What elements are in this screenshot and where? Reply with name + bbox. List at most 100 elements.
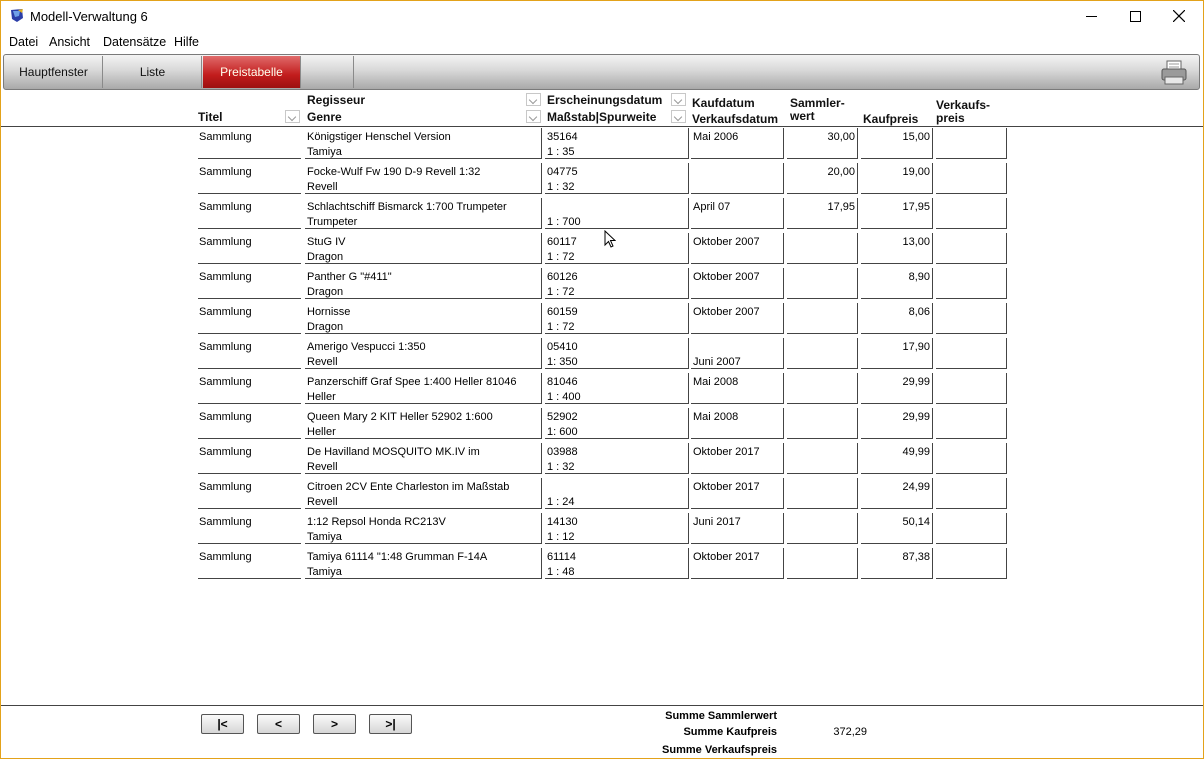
cell-verkaufspreis[interactable] xyxy=(936,443,1007,474)
cell-titel[interactable]: Sammlung xyxy=(198,478,301,509)
cell-nummer-massstab[interactable]: 60126 1 : 72 xyxy=(545,268,689,299)
cell-kaufdatum[interactable]: Oktober 2017 xyxy=(691,443,784,474)
cell-kaufdatum[interactable]: Oktober 2017 xyxy=(691,478,784,509)
cell-name-genre[interactable]: Citroen 2CV Ente Charleston im Maßstab Re… xyxy=(305,478,542,509)
cell-verkaufspreis[interactable] xyxy=(936,548,1007,579)
cell-titel[interactable]: Sammlung xyxy=(198,443,301,474)
nav-prev-button[interactable]: < xyxy=(257,714,300,734)
printer-icon[interactable] xyxy=(1160,60,1188,86)
cell-sammlerwert[interactable] xyxy=(787,268,858,299)
cell-kaufdatum[interactable]: April 07 xyxy=(691,198,784,229)
table-row[interactable]: Sammlung Queen Mary 2 KIT Heller 52902 1:… xyxy=(1,408,1203,443)
cell-nummer-massstab[interactable]: 60117 1 : 72 xyxy=(545,233,689,264)
cell-verkaufspreis[interactable] xyxy=(936,513,1007,544)
cell-name-genre[interactable]: Panther G "#411" Dragon xyxy=(305,268,542,299)
cell-sammlerwert[interactable] xyxy=(787,443,858,474)
cell-kaufpreis[interactable]: 17,95 xyxy=(861,198,933,229)
cell-titel[interactable]: Sammlung xyxy=(198,268,301,299)
nav-first-button[interactable]: |< xyxy=(201,714,244,734)
cell-name-genre[interactable]: De Havilland MOSQUITO MK.IV im Revell xyxy=(305,443,542,474)
cell-verkaufspreis[interactable] xyxy=(936,338,1007,369)
cell-kaufpreis[interactable]: 87,38 xyxy=(861,548,933,579)
table-row[interactable]: Sammlung Schlachtschiff Bismarck 1:700 Tr… xyxy=(1,198,1203,233)
cell-verkaufspreis[interactable] xyxy=(936,233,1007,264)
cell-titel[interactable]: Sammlung xyxy=(198,408,301,439)
cell-name-genre[interactable]: Amerigo Vespucci 1:350 Revell xyxy=(305,338,542,369)
cell-verkaufspreis[interactable] xyxy=(936,268,1007,299)
cell-nummer-massstab[interactable]: 03988 1 : 32 xyxy=(545,443,689,474)
cell-verkaufspreis[interactable] xyxy=(936,303,1007,334)
cell-kaufpreis[interactable]: 24,99 xyxy=(861,478,933,509)
cell-verkaufspreis[interactable] xyxy=(936,163,1007,194)
cell-kaufdatum[interactable]: Oktober 2007 xyxy=(691,233,784,264)
cell-kaufdatum[interactable]: Juni 2007 xyxy=(691,338,784,369)
cell-titel[interactable]: Sammlung xyxy=(198,548,301,579)
cell-nummer-massstab[interactable]: 1 : 700 xyxy=(545,198,689,229)
cell-nummer-massstab[interactable]: 81046 1 : 400 xyxy=(545,373,689,404)
menu-ansicht[interactable]: Ansicht xyxy=(49,35,90,49)
cell-kaufdatum[interactable]: Mai 2008 xyxy=(691,373,784,404)
table-row[interactable]: Sammlung Citroen 2CV Ente Charleston im M… xyxy=(1,478,1203,513)
cell-name-genre[interactable]: 1:12 Repsol Honda RC213V Tamiya xyxy=(305,513,542,544)
table-row[interactable]: Sammlung Hornisse Dragon 60159 1 : 72 Oktober… xyxy=(1,303,1203,338)
cell-nummer-massstab[interactable]: 52902 1: 600 xyxy=(545,408,689,439)
cell-name-genre[interactable]: Hornisse Dragon xyxy=(305,303,542,334)
menu-datensaetze[interactable]: Datensätze xyxy=(103,35,167,49)
cell-titel[interactable]: Sammlung xyxy=(198,303,301,334)
cell-titel[interactable]: Sammlung xyxy=(198,338,301,369)
table-row[interactable]: Sammlung Amerigo Vespucci 1:350 Revell 0541… xyxy=(1,338,1203,373)
cell-kaufpreis[interactable]: 29,99 xyxy=(861,373,933,404)
cell-verkaufspreis[interactable] xyxy=(936,478,1007,509)
cell-titel[interactable]: Sammlung xyxy=(198,233,301,264)
cell-nummer-massstab[interactable]: 04775 1 : 32 xyxy=(545,163,689,194)
cell-kaufpreis[interactable]: 29,99 xyxy=(861,408,933,439)
cell-kaufdatum[interactable]: Juni 2017 xyxy=(691,513,784,544)
cell-nummer-massstab[interactable]: 60159 1 : 72 xyxy=(545,303,689,334)
cell-sammlerwert[interactable]: 30,00 xyxy=(787,128,858,159)
cell-sammlerwert[interactable] xyxy=(787,233,858,264)
cell-verkaufspreis[interactable] xyxy=(936,128,1007,159)
table-row[interactable]: Sammlung Focke-Wulf Fw 190 D-9 Revell 1:3… xyxy=(1,163,1203,198)
cell-titel[interactable]: Sammlung xyxy=(198,373,301,404)
cell-nummer-massstab[interactable]: 35164 1 : 35 xyxy=(545,128,689,159)
cell-titel[interactable]: Sammlung xyxy=(198,163,301,194)
table-row[interactable]: Sammlung 1:12 Repsol Honda RC213V Tamiya 14… xyxy=(1,513,1203,548)
cell-kaufdatum[interactable]: Mai 2006 xyxy=(691,128,784,159)
filter-massstab-dropdown[interactable] xyxy=(671,110,686,123)
cell-name-genre[interactable]: Schlachtschiff Bismarck 1:700 Trumpeter T… xyxy=(305,198,542,229)
cell-sammlerwert[interactable] xyxy=(787,513,858,544)
cell-name-genre[interactable]: Tamiya 61114 "1:48 Grumman F-14A Tamiya xyxy=(305,548,542,579)
cell-nummer-massstab[interactable]: 61114 1 : 48 xyxy=(545,548,689,579)
table-row[interactable]: Sammlung Tamiya 61114 "1:48 Grumman F-14A… xyxy=(1,548,1203,583)
cell-kaufdatum[interactable]: Oktober 2007 xyxy=(691,303,784,334)
filter-titel-dropdown[interactable] xyxy=(285,110,300,123)
cell-kaufpreis[interactable]: 15,00 xyxy=(861,128,933,159)
nav-next-button[interactable]: > xyxy=(313,714,356,734)
filter-regisseur-dropdown[interactable] xyxy=(526,93,541,106)
cell-nummer-massstab[interactable]: 05410 1: 350 xyxy=(545,338,689,369)
cell-verkaufspreis[interactable] xyxy=(936,373,1007,404)
cell-kaufpreis[interactable]: 19,00 xyxy=(861,163,933,194)
cell-kaufpreis[interactable]: 17,90 xyxy=(861,338,933,369)
table-row[interactable]: Sammlung Panzerschiff Graf Spee 1:400 Hel… xyxy=(1,373,1203,408)
cell-nummer-massstab[interactable]: 1 : 24 xyxy=(545,478,689,509)
cell-titel[interactable]: Sammlung xyxy=(198,128,301,159)
cell-sammlerwert[interactable] xyxy=(787,408,858,439)
cell-nummer-massstab[interactable]: 14130 1 : 12 xyxy=(545,513,689,544)
cell-name-genre[interactable]: Queen Mary 2 KIT Heller 52902 1:600 Helle… xyxy=(305,408,542,439)
cell-sammlerwert[interactable] xyxy=(787,338,858,369)
cell-kaufdatum[interactable]: Oktober 2017 xyxy=(691,548,784,579)
cell-kaufdatum[interactable]: Oktober 2007 xyxy=(691,268,784,299)
cell-kaufpreis[interactable]: 13,00 xyxy=(861,233,933,264)
cell-kaufdatum[interactable] xyxy=(691,163,784,194)
cell-kaufpreis[interactable]: 49,99 xyxy=(861,443,933,474)
menu-hilfe[interactable]: Hilfe xyxy=(174,35,200,49)
cell-sammlerwert[interactable] xyxy=(787,303,858,334)
menu-datei[interactable]: Datei xyxy=(9,35,39,49)
cell-name-genre[interactable]: Königstiger Henschel Version Tamiya xyxy=(305,128,542,159)
cell-name-genre[interactable]: StuG IV Dragon xyxy=(305,233,542,264)
close-button[interactable] xyxy=(1156,1,1202,31)
table-row[interactable]: Sammlung Königstiger Henschel Version Tami… xyxy=(1,128,1203,163)
cell-kaufpreis[interactable]: 8,06 xyxy=(861,303,933,334)
table-row[interactable]: Sammlung Panther G "#411" Dragon 60126 1 : 7… xyxy=(1,268,1203,303)
